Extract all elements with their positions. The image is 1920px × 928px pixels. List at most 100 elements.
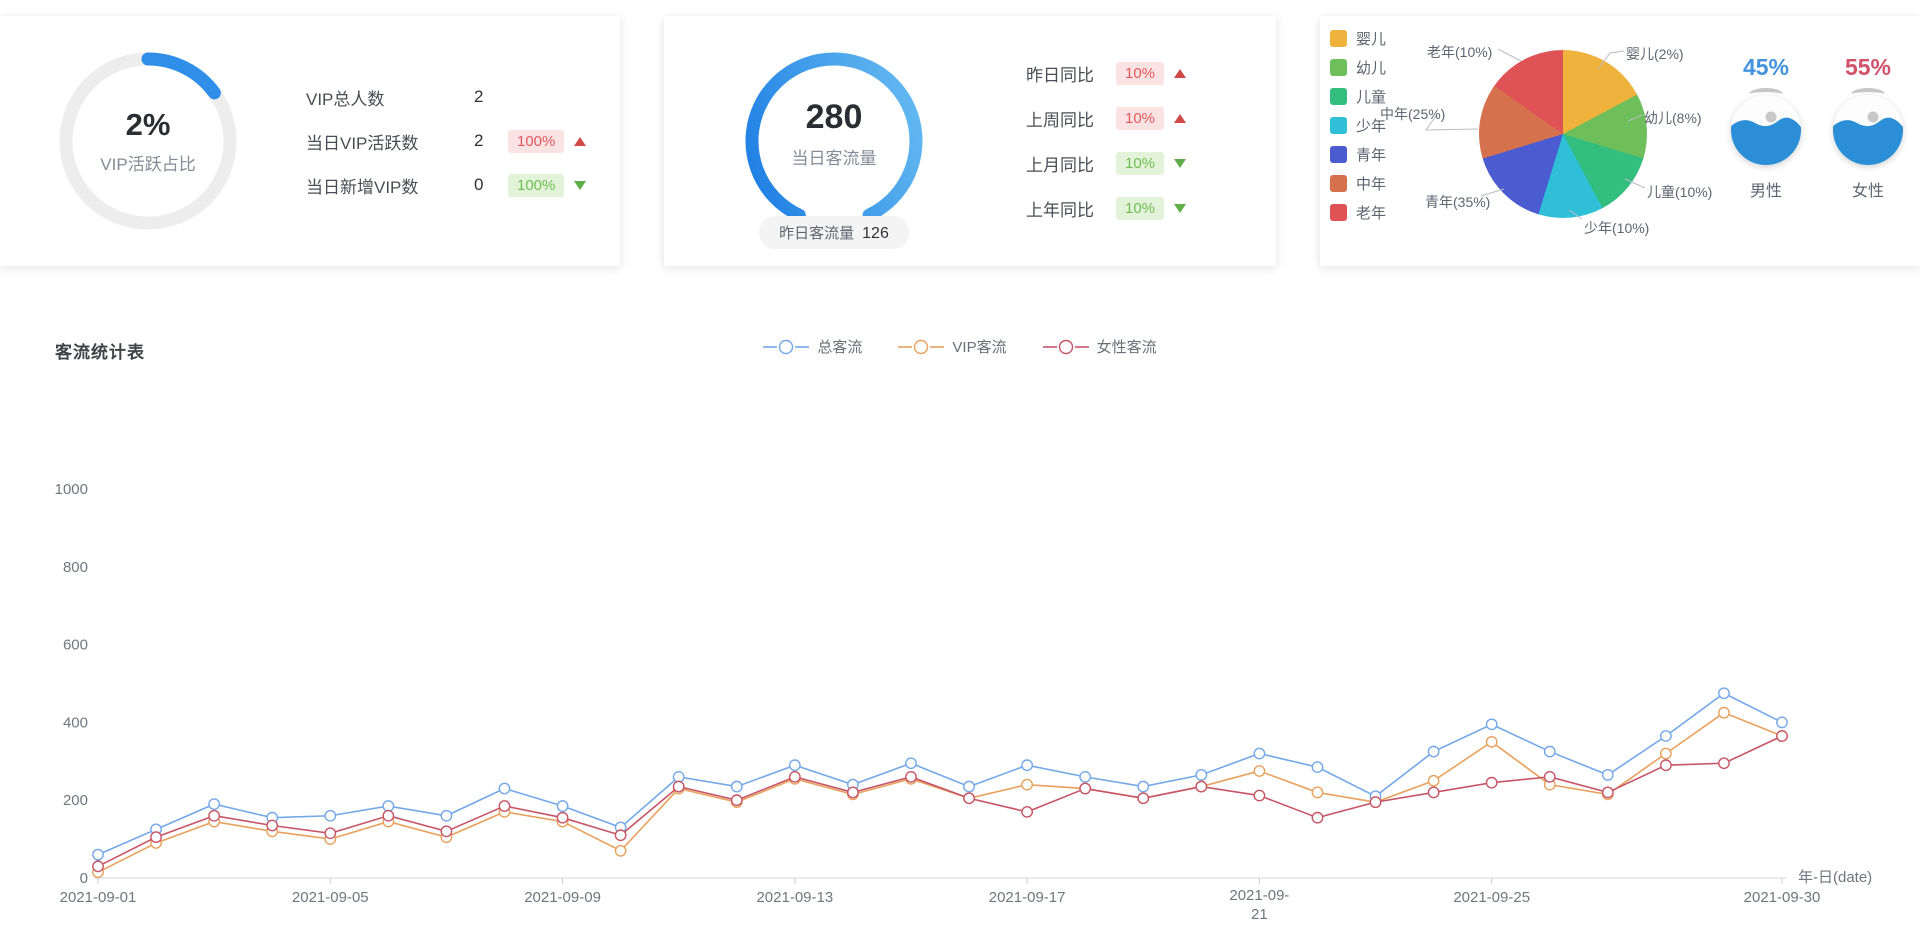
data-point[interactable] [1311,811,1324,824]
pie-legend-item[interactable]: 婴儿 [1330,28,1386,49]
data-point[interactable] [788,770,801,783]
data-point[interactable] [1776,716,1788,729]
data-point[interactable] [324,809,337,822]
legend-label: 青年 [1356,147,1387,164]
legend-swatch-icon [1330,204,1347,221]
gender-label: 男性 [1749,183,1782,200]
data-point[interactable] [1021,805,1034,818]
data-point[interactable] [1253,789,1266,802]
data-point[interactable] [324,827,337,840]
data-point[interactable] [208,798,221,810]
stat-row: 上年同比 10% [1026,196,1187,221]
legend-label: 中年 [1356,176,1387,193]
data-point[interactable] [730,780,743,793]
flow-chart-legend: 总客流 VIP客流 女性客流 [0,336,1920,357]
data-point[interactable] [556,800,569,812]
data-point[interactable] [498,782,511,795]
data-point[interactable] [92,848,104,861]
data-point[interactable] [1195,780,1208,793]
data-point[interactable] [1427,786,1440,799]
data-point[interactable] [1427,774,1440,787]
pie-legend-item[interactable]: 老年 [1330,202,1386,223]
legend-label: 老年 [1356,205,1387,222]
traffic-gauge-ring-icon [745,52,923,230]
data-point[interactable] [1601,769,1614,781]
data-point[interactable] [1543,745,1556,758]
data-point[interactable] [963,792,975,805]
pie-legend-item[interactable]: 中年 [1330,173,1386,194]
flow-line-chart[interactable]: 1000 800 600 400 200 0 2021-09-01 2021-09-05 202… [10,462,1910,922]
pie-legend-item[interactable]: 少年 [1330,115,1386,136]
vip-ratio-gauge[interactable]: 2% VIP活跃占比 [48,41,248,241]
stat-badge: 10% [1116,197,1165,220]
legend-swatch-icon [1330,117,1347,134]
data-point[interactable] [730,794,743,807]
data-point[interactable] [1776,730,1788,742]
pie-legend-item[interactable]: 儿童 [1330,86,1386,107]
legend-label: 少年 [1356,118,1387,135]
pie-legend-item[interactable]: 幼儿 [1330,57,1386,78]
data-point[interactable] [1021,759,1034,772]
data-point[interactable] [556,811,569,824]
data-point[interactable] [1718,706,1730,719]
data-point[interactable] [905,757,917,770]
data-point[interactable] [440,809,453,822]
data-point[interactable] [963,780,975,793]
data-point[interactable] [1137,780,1150,793]
data-point[interactable] [1427,745,1440,758]
data-point[interactable] [1718,757,1730,770]
data-point[interactable] [1021,778,1034,791]
data-point[interactable] [1485,735,1498,748]
data-point[interactable] [266,819,279,832]
data-point[interactable] [208,809,221,822]
data-point[interactable] [1311,786,1324,799]
data-point[interactable] [1311,761,1324,774]
data-point[interactable] [1485,718,1498,731]
data-point[interactable] [1253,765,1266,777]
data-point[interactable] [614,829,627,842]
svg-text:0: 0 [80,870,88,887]
traffic-gauge[interactable]: 280 当日客流量 昨日客流量 126 [734,41,934,249]
data-point[interactable] [1543,770,1556,783]
data-point[interactable] [1601,786,1614,799]
data-point[interactable] [847,786,859,799]
flow-legend-item[interactable]: 总客流 [763,336,862,357]
flow-legend-label: 女性客流 [1096,339,1157,356]
data-point[interactable] [614,844,627,857]
age-pie-chart[interactable] [1479,50,1647,218]
stat-label: 上周同比 [1026,111,1094,130]
data-point[interactable] [440,825,453,838]
data-point[interactable] [382,800,395,812]
svg-text:800: 800 [63,559,88,576]
data-point[interactable] [92,860,104,873]
avatar-cap-icon [1749,88,1783,101]
data-point[interactable] [672,780,685,793]
pie-legend-item[interactable]: 青年 [1330,144,1386,165]
series-line-VIP客流 [97,711,1783,873]
data-point[interactable] [1369,796,1382,809]
data-point[interactable] [1253,747,1266,760]
data-point[interactable] [1485,776,1498,789]
data-point[interactable] [1195,769,1208,781]
vip-gauge-ring-icon [59,52,237,230]
data-point[interactable] [1659,747,1672,760]
data-point[interactable] [382,809,395,822]
stat-label: 上年同比 [1026,201,1094,220]
legend-swatch-icon [1330,146,1347,163]
data-point[interactable] [1079,782,1092,795]
svg-text:年-日(date): 年-日(date) [1798,869,1872,886]
data-point[interactable] [788,759,801,772]
data-point[interactable] [1659,730,1672,742]
data-point[interactable] [1718,687,1730,700]
data-point[interactable] [1137,792,1150,805]
flow-legend-item[interactable]: VIP客流 [898,336,1007,357]
data-point[interactable] [672,770,685,783]
data-point[interactable] [150,831,162,844]
stat-value: 2 [474,87,484,106]
data-point[interactable] [1079,770,1092,783]
data-point[interactable] [905,770,917,783]
data-point[interactable] [1659,759,1672,772]
data-point[interactable] [498,800,511,812]
flow-legend-item[interactable]: 女性客流 [1042,336,1157,357]
gender-percent: 55% [1844,54,1892,80]
